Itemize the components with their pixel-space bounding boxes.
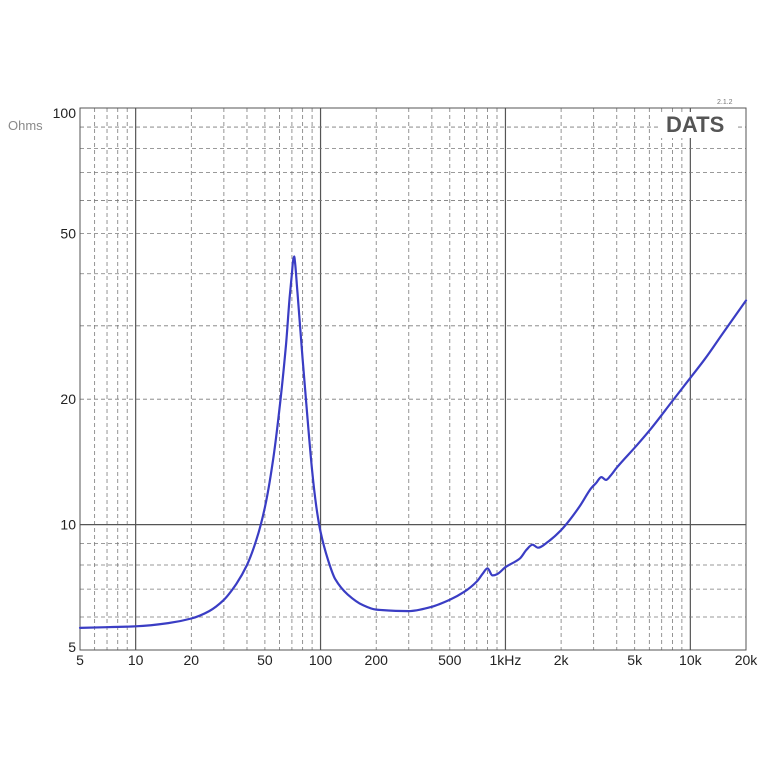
y-tick-label: 50 (60, 225, 76, 241)
y-tick-label: 100 (53, 105, 77, 121)
x-tick-label: 20k (735, 652, 759, 668)
impedance-curve (78, 255, 748, 629)
brand-background (660, 112, 738, 138)
x-tick-label: 10k (679, 652, 703, 668)
x-tick-label: 1kHz (489, 652, 521, 668)
plot-border (79, 107, 747, 651)
plot-background (80, 108, 746, 650)
y-axis-label: Ohms (8, 118, 43, 133)
x-tick-label: 5k (627, 652, 643, 668)
x-tick-label: 20 (184, 652, 200, 668)
y-tick-label: 5 (68, 639, 76, 655)
version-label: 2.1.2 (717, 99, 733, 106)
x-axis-ticks: 5 10 20 50 100 200 500 1kHz 2k 5k 10k 20k (76, 652, 758, 668)
y-tick-label: 10 (60, 517, 76, 533)
x-tick-label: 10 (128, 652, 144, 668)
x-tick-label: 50 (257, 652, 273, 668)
y-axis-ticks: 5 10 20 50 100 (53, 105, 77, 655)
x-tick-label: 5 (76, 652, 84, 668)
grid (80, 108, 746, 650)
brand-logo: DATS (666, 112, 724, 137)
x-tick-label: 200 (365, 652, 389, 668)
y-tick-label: 20 (60, 391, 76, 407)
x-tick-label: 500 (438, 652, 462, 668)
x-tick-label: 100 (309, 652, 333, 668)
x-tick-label: 2k (554, 652, 570, 668)
